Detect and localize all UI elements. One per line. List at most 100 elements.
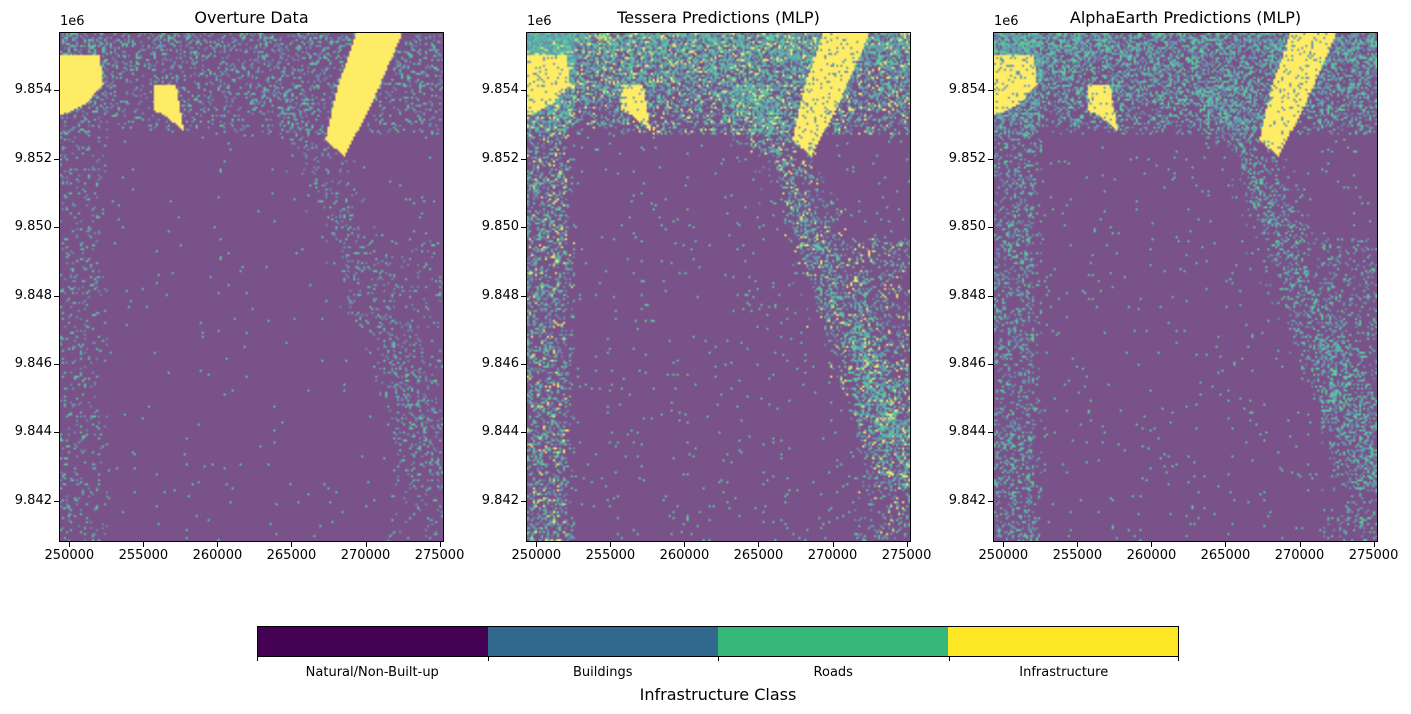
panel-title: Overture Data — [194, 8, 309, 27]
x-tick-mark — [1003, 542, 1005, 547]
y-tick-mark — [988, 158, 993, 160]
colorbar-class-label: Infrastructure — [1019, 665, 1109, 680]
x-tick-label: 275000 — [414, 548, 465, 563]
y-tick-label: 9.854 — [14, 82, 52, 98]
y-tick-mark — [521, 158, 526, 160]
y-tick-label: 9.852 — [14, 150, 52, 166]
y-tick-label: 9.852 — [481, 150, 519, 166]
y-tick-mark — [521, 432, 526, 434]
y-tick-label: 9.850 — [948, 219, 986, 235]
y-tick-label: 9.844 — [948, 424, 986, 440]
y-tick-label: 9.848 — [481, 287, 519, 303]
x-tick-mark — [758, 542, 760, 547]
colorbar-segment — [488, 627, 718, 656]
map-panel-2: Tessera Predictions (MLP) — [526, 0, 911, 600]
y-tick-mark — [54, 90, 59, 92]
y-tick-mark — [988, 227, 993, 229]
x-tick-label: 260000 — [659, 548, 710, 563]
x-tick-mark — [832, 542, 834, 547]
x-tick-label: 260000 — [192, 548, 243, 563]
x-tick-label: 255000 — [118, 548, 169, 563]
y-tick-mark — [54, 295, 59, 297]
x-tick-label: 270000 — [340, 548, 391, 563]
colorbar-class-label: Roads — [813, 665, 853, 680]
x-tick-mark — [1299, 542, 1301, 547]
y-offset-label: 1e6 — [60, 14, 85, 29]
y-tick-mark — [54, 500, 59, 502]
x-tick-mark — [1373, 542, 1375, 547]
y-tick-label: 9.848 — [948, 287, 986, 303]
x-tick-label: 275000 — [1348, 548, 1399, 563]
y-tick-label: 9.842 — [948, 492, 986, 508]
raster-image — [994, 33, 1377, 541]
x-tick-mark — [217, 542, 219, 547]
panel-title: AlphaEarth Predictions (MLP) — [1069, 8, 1302, 27]
y-tick-mark — [988, 500, 993, 502]
map-panel-3: AlphaEarth Predictions (MLP) — [993, 0, 1378, 600]
x-tick-label: 255000 — [585, 548, 636, 563]
y-tick-label: 9.852 — [948, 150, 986, 166]
colorbar-class-label: Buildings — [572, 665, 633, 680]
y-tick-mark — [521, 295, 526, 297]
y-tick-mark — [54, 364, 59, 365]
x-tick-mark — [69, 542, 71, 547]
colorbar-tick — [718, 657, 719, 661]
x-tick-label: 250000 — [44, 548, 95, 563]
raster-map — [993, 32, 1378, 542]
y-tick-label: 9.842 — [14, 492, 52, 508]
panel-title: Tessera Predictions (MLP) — [617, 8, 820, 27]
x-tick-mark — [143, 542, 145, 547]
y-tick-label: 9.846 — [948, 356, 986, 371]
x-tick-label: 255000 — [1052, 548, 1103, 563]
raster-map — [526, 32, 911, 542]
x-tick-label: 265000 — [266, 548, 317, 563]
map-panel-1: Overture Data — [59, 0, 444, 600]
y-tick-label: 9.850 — [14, 219, 52, 235]
x-tick-mark — [906, 542, 908, 547]
x-tick-label: 265000 — [1200, 548, 1251, 563]
y-tick-label: 9.844 — [481, 424, 519, 440]
x-tick-mark — [610, 542, 612, 547]
x-tick-label: 260000 — [1126, 548, 1177, 563]
x-tick-label: 250000 — [511, 548, 562, 563]
y-tick-mark — [54, 432, 59, 434]
x-tick-mark — [439, 542, 441, 547]
x-tick-label: 270000 — [807, 548, 858, 563]
x-tick-mark — [1225, 542, 1227, 547]
raster-image — [60, 33, 443, 541]
colorbar-tick — [1178, 657, 1179, 661]
y-tick-mark — [521, 227, 526, 229]
x-tick-label: 250000 — [978, 548, 1029, 563]
colorbar-segment — [948, 627, 1178, 656]
y-tick-mark — [988, 90, 993, 92]
y-tick-label: 9.854 — [481, 82, 519, 98]
colorbar-tick — [487, 657, 489, 661]
colorbar — [257, 626, 1179, 657]
y-tick-label: 9.846 — [481, 356, 519, 371]
y-tick-mark — [521, 500, 526, 502]
x-tick-label: 270000 — [1274, 548, 1325, 563]
colorbar-tick — [257, 657, 258, 661]
y-tick-mark — [988, 295, 993, 297]
x-tick-mark — [291, 542, 293, 547]
colorbar-segment — [718, 627, 948, 656]
y-offset-label: 1e6 — [527, 14, 552, 29]
x-tick-mark — [536, 542, 538, 547]
raster-image — [527, 33, 910, 541]
raster-map — [59, 32, 444, 542]
colorbar-class-label: Natural/Non-Built-up — [305, 665, 439, 680]
colorbar-segment — [258, 627, 488, 656]
y-offset-label: 1e6 — [994, 14, 1019, 29]
x-tick-label: 265000 — [733, 548, 784, 563]
y-tick-mark — [521, 364, 526, 365]
y-tick-label: 9.846 — [14, 356, 52, 371]
y-tick-mark — [54, 227, 59, 229]
x-tick-mark — [1151, 542, 1153, 547]
x-tick-mark — [1077, 542, 1079, 547]
x-tick-label: 275000 — [881, 548, 932, 563]
y-tick-label: 9.854 — [948, 82, 986, 98]
y-tick-mark — [54, 158, 59, 160]
y-tick-label: 9.850 — [481, 219, 519, 235]
y-tick-label: 9.848 — [14, 287, 52, 303]
